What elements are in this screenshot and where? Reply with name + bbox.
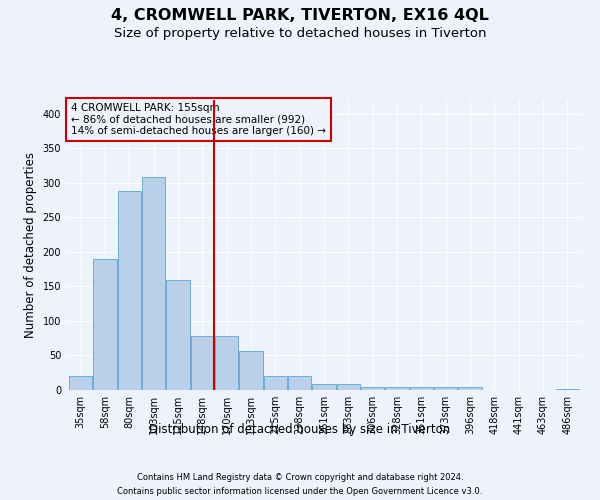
Bar	[94, 259, 116, 390]
Bar	[385, 387, 409, 390]
Bar	[313, 384, 335, 390]
Bar	[69, 376, 92, 390]
Bar	[264, 376, 287, 390]
Text: Distribution of detached houses by size in Tiverton: Distribution of detached houses by size …	[149, 422, 451, 436]
Bar	[118, 191, 141, 390]
Bar	[410, 387, 433, 390]
Bar	[288, 376, 311, 390]
Text: 4 CROMWELL PARK: 155sqm
← 86% of detached houses are smaller (992)
14% of semi-d: 4 CROMWELL PARK: 155sqm ← 86% of detache…	[71, 103, 326, 136]
Bar	[191, 336, 214, 390]
Text: 4, CROMWELL PARK, TIVERTON, EX16 4QL: 4, CROMWELL PARK, TIVERTON, EX16 4QL	[111, 8, 489, 22]
Bar	[142, 178, 165, 390]
Bar	[361, 386, 384, 390]
Bar	[458, 386, 482, 390]
Text: Contains public sector information licensed under the Open Government Licence v3: Contains public sector information licen…	[118, 488, 482, 496]
Bar	[166, 280, 190, 390]
Bar	[337, 384, 360, 390]
Bar	[556, 388, 579, 390]
Text: Contains HM Land Registry data © Crown copyright and database right 2024.: Contains HM Land Registry data © Crown c…	[137, 472, 463, 482]
Bar	[215, 336, 238, 390]
Text: Size of property relative to detached houses in Tiverton: Size of property relative to detached ho…	[114, 28, 486, 40]
Y-axis label: Number of detached properties: Number of detached properties	[24, 152, 37, 338]
Bar	[239, 350, 263, 390]
Bar	[434, 387, 457, 390]
